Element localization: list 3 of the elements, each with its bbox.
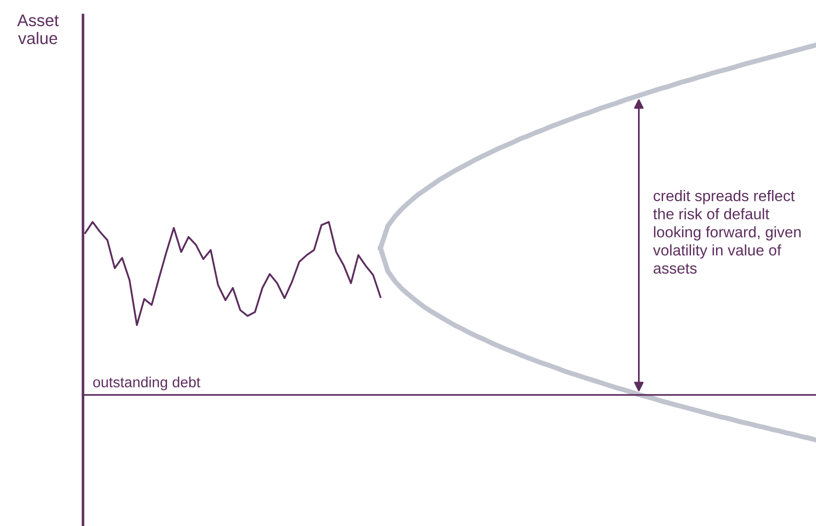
annotation: credit spreads reflect the risk of default looking forward, given volatility in value of assets [653,190,801,274]
ref-line-label: outstanding debt [93,376,200,390]
y-axis-title: Asset value [17,14,59,44]
